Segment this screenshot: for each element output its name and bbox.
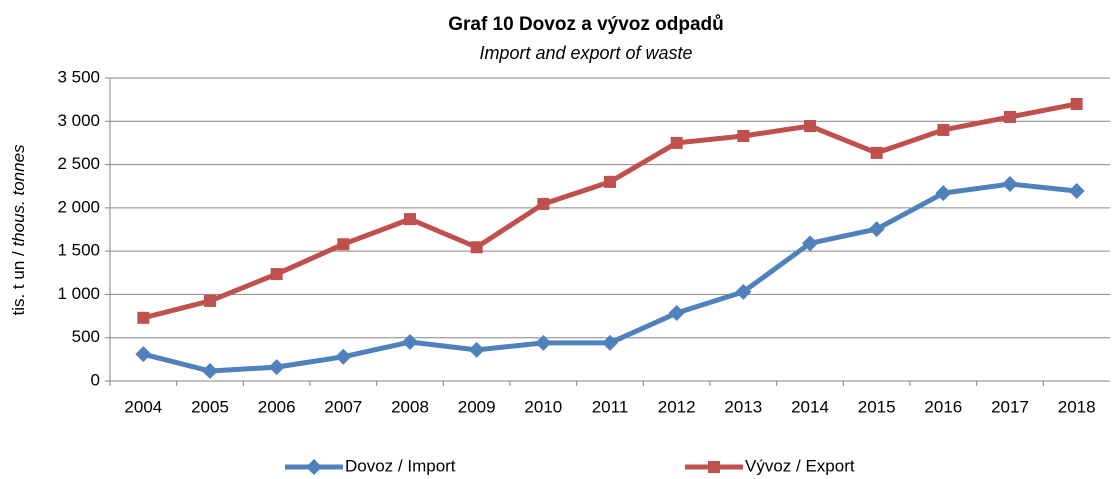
- point-marker: [204, 294, 216, 307]
- legend-marker: [708, 461, 720, 473]
- point-marker: [868, 221, 885, 238]
- y-tick-label: 500: [72, 327, 100, 346]
- x-tick-label: 2005: [191, 397, 229, 416]
- y-tick-label: 2 000: [57, 197, 100, 216]
- point-marker: [468, 341, 485, 358]
- point-marker: [402, 334, 418, 351]
- x-tick-label: 2017: [991, 397, 1029, 416]
- y-label-cs: tis. t un /: [9, 251, 28, 316]
- y-tick-label: 1 500: [57, 241, 100, 260]
- point-marker: [137, 311, 150, 324]
- series-line: [142, 101, 1078, 321]
- point-marker: [470, 241, 483, 254]
- x-tick-label: 2016: [924, 397, 962, 416]
- x-tick-label: 2015: [858, 397, 896, 416]
- point-marker: [604, 175, 616, 188]
- point-marker: [404, 213, 416, 226]
- x-tick-label: 2010: [524, 397, 562, 416]
- point-marker: [602, 334, 618, 351]
- x-tick-label: 2014: [791, 397, 829, 416]
- x-tick-label: 2011: [592, 397, 629, 416]
- y-label-en: thous. tonnes: [9, 144, 28, 247]
- legend-label: Dovoz / Import: [345, 456, 456, 475]
- point-marker: [1004, 110, 1016, 123]
- legend-label: Vývoz / Export: [745, 456, 855, 475]
- y-tick-label: 0: [91, 370, 100, 389]
- point-marker: [268, 359, 285, 376]
- point-marker: [202, 363, 218, 380]
- x-tick-label: 2009: [458, 397, 496, 416]
- point-marker: [335, 348, 352, 365]
- point-marker: [135, 346, 152, 363]
- y-axis-label: tis. t un / thous. tonnes: [9, 144, 28, 316]
- x-tick-label: 2004: [124, 397, 162, 416]
- point-marker: [802, 235, 818, 252]
- x-tick-label: 2008: [391, 397, 429, 416]
- point-marker: [935, 185, 952, 202]
- x-tick-label: 2012: [658, 397, 696, 416]
- point-marker: [1068, 182, 1085, 199]
- point-marker: [270, 268, 283, 281]
- point-marker: [737, 130, 750, 143]
- point-marker: [937, 123, 950, 136]
- point-marker: [735, 283, 752, 300]
- chart-subtitle: Import and export of waste: [479, 43, 692, 63]
- point-marker: [670, 136, 683, 149]
- point-marker: [1070, 97, 1083, 110]
- y-tick-label: 1 000: [57, 284, 100, 303]
- y-tick-label: 3 500: [57, 67, 100, 86]
- point-marker: [535, 334, 552, 351]
- point-marker: [870, 146, 883, 159]
- point-marker: [804, 120, 816, 133]
- y-tick-label: 2 500: [57, 154, 100, 173]
- y-tick-label: 3 000: [57, 111, 100, 130]
- point-marker: [1002, 176, 1018, 193]
- x-tick-label: 2006: [258, 397, 296, 416]
- x-tick-label: 2013: [724, 397, 762, 416]
- point-marker: [337, 238, 350, 251]
- legend-marker: [306, 459, 322, 475]
- point-marker: [537, 197, 550, 210]
- chart-title: Graf 10 Dovoz a vývoz odpadů: [448, 14, 724, 35]
- x-tick-label: 2007: [324, 397, 362, 416]
- point-marker: [668, 305, 685, 322]
- x-tick-label: 2018: [1058, 397, 1096, 416]
